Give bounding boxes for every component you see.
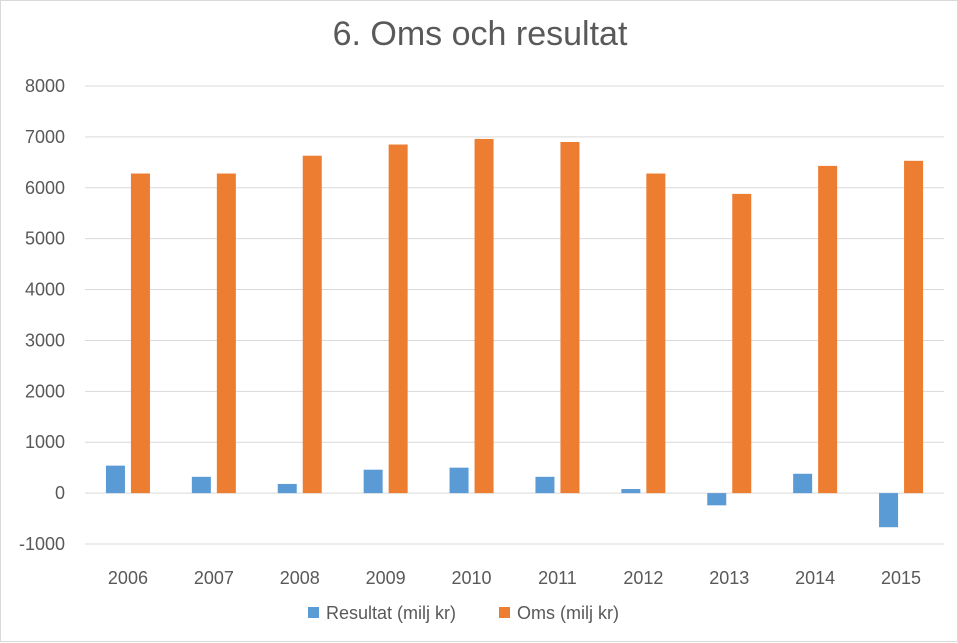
bar-oms <box>560 141 580 494</box>
x-tick-label: 2009 <box>366 568 406 588</box>
bar-oms <box>130 173 150 494</box>
y-tick-label: 4000 <box>25 280 65 300</box>
x-tick-label: 2014 <box>795 568 835 588</box>
bar-resultat <box>191 476 211 494</box>
y-tick-label: 7000 <box>25 127 65 147</box>
legend-label: Resultat (milj kr) <box>326 603 456 623</box>
bar-resultat <box>105 465 125 494</box>
bar-oms <box>732 193 752 494</box>
bar-oms <box>216 173 236 494</box>
bar-resultat <box>879 493 899 528</box>
bar-resultat <box>621 489 641 494</box>
x-tick-label: 2008 <box>280 568 320 588</box>
bar-oms <box>302 155 322 494</box>
chart-title: 6. Oms och resultat <box>332 15 628 53</box>
y-tick-label: 1000 <box>25 432 65 452</box>
bar-resultat <box>707 493 727 506</box>
y-tick-label: 6000 <box>25 178 65 198</box>
y-tick-label: 5000 <box>25 229 65 249</box>
y-tick-label: 3000 <box>25 330 65 350</box>
bar-oms <box>474 138 494 494</box>
x-tick-label: 2010 <box>452 568 492 588</box>
y-tick-label: 8000 <box>25 76 65 96</box>
x-tick-label: 2013 <box>709 568 749 588</box>
bar-oms <box>646 173 666 494</box>
x-tick-label: 2015 <box>881 568 921 588</box>
bar-resultat <box>363 469 383 494</box>
bar-resultat <box>449 467 469 494</box>
bar-oms <box>904 160 924 494</box>
bar-resultat <box>277 483 297 494</box>
legend-swatch <box>308 607 319 618</box>
legend-swatch <box>499 607 510 618</box>
y-tick-label: 0 <box>55 483 65 503</box>
legend-label: Oms (milj kr) <box>517 603 619 623</box>
bar-oms <box>388 144 408 494</box>
y-tick-label: -1000 <box>19 534 65 554</box>
x-tick-label: 2011 <box>538 568 577 588</box>
x-tick-label: 2006 <box>108 568 148 588</box>
bar-resultat <box>793 473 813 494</box>
x-tick-label: 2007 <box>194 568 234 588</box>
bar-resultat <box>535 476 555 494</box>
x-tick-label: 2012 <box>623 568 663 588</box>
y-tick-label: 2000 <box>25 381 65 401</box>
bar-oms <box>818 165 838 494</box>
